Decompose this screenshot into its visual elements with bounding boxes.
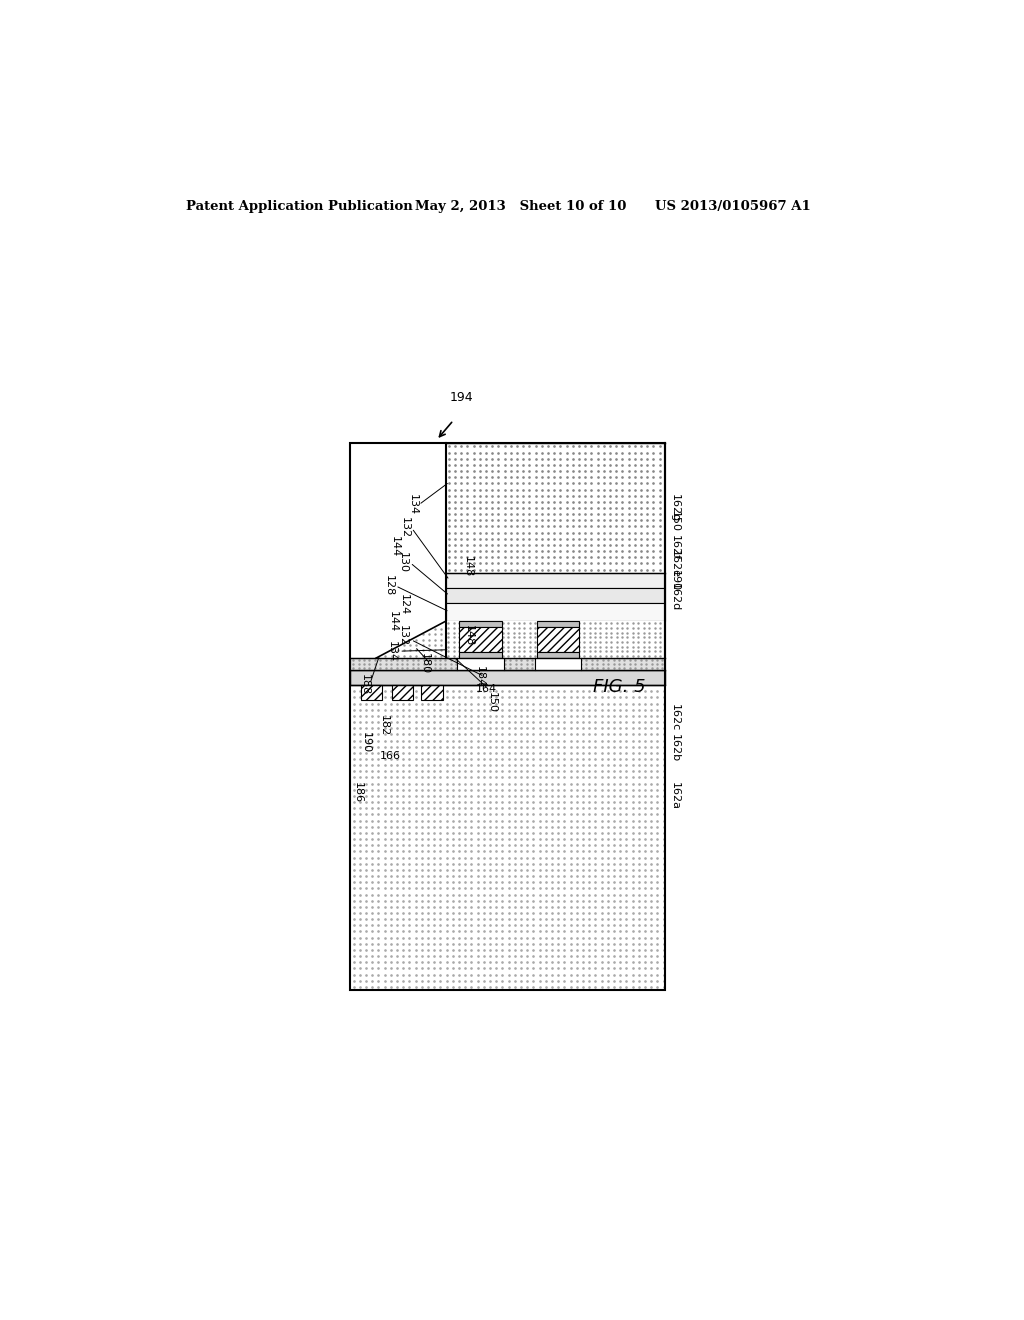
Polygon shape [376, 622, 445, 659]
Bar [458, 659, 504, 669]
Bar [445, 622, 665, 659]
Text: 124: 124 [399, 594, 409, 615]
Text: 162a: 162a [670, 781, 680, 810]
Text: 150: 150 [487, 692, 498, 713]
Text: 150: 150 [670, 511, 680, 532]
Bar [537, 622, 580, 627]
Bar [445, 573, 665, 589]
Bar [350, 659, 665, 669]
Text: 132: 132 [399, 517, 410, 539]
Text: 162c: 162c [670, 704, 680, 731]
Text: 190: 190 [360, 733, 371, 754]
Text: 130: 130 [398, 552, 409, 573]
Text: 162f: 162f [670, 535, 680, 560]
Text: 128: 128 [383, 576, 393, 597]
Bar [421, 685, 442, 701]
Bar [445, 603, 665, 622]
Text: 144: 144 [388, 611, 398, 632]
Text: 162d: 162d [670, 583, 680, 611]
Text: 162g: 162g [670, 494, 680, 523]
Text: May 2, 2013   Sheet 10 of 10: May 2, 2013 Sheet 10 of 10 [415, 199, 626, 213]
Text: 180: 180 [420, 653, 430, 675]
Text: 148: 148 [463, 556, 472, 577]
Bar [537, 652, 580, 659]
Text: FIG. 5: FIG. 5 [593, 678, 645, 697]
Bar [445, 444, 665, 573]
Text: 134: 134 [409, 494, 418, 516]
Bar [391, 685, 414, 701]
Text: 132: 132 [397, 626, 408, 647]
Bar [535, 659, 582, 669]
Text: 184: 184 [475, 667, 484, 688]
Bar [350, 685, 665, 990]
Text: 162b: 162b [670, 734, 680, 762]
Bar [460, 627, 502, 652]
Text: 182: 182 [379, 715, 389, 737]
Text: US 2013/0105967 A1: US 2013/0105967 A1 [655, 199, 811, 213]
Bar [460, 652, 502, 659]
Text: 148: 148 [464, 626, 474, 647]
Text: 166: 166 [380, 751, 400, 760]
Text: 162e: 162e [670, 550, 680, 578]
Text: Patent Application Publication: Patent Application Publication [186, 199, 413, 213]
Bar [445, 589, 665, 603]
Text: 186: 186 [352, 781, 362, 803]
Bar [350, 444, 665, 990]
Text: 194: 194 [450, 391, 473, 404]
Text: 144: 144 [389, 536, 399, 557]
Text: 188: 188 [359, 673, 370, 694]
Bar [460, 622, 502, 627]
Text: 134: 134 [387, 640, 397, 661]
Text: 190: 190 [670, 570, 680, 591]
Text: 164: 164 [476, 684, 498, 694]
Bar [537, 627, 580, 652]
Bar [350, 669, 665, 685]
Bar [360, 685, 382, 701]
Bar [350, 444, 665, 990]
